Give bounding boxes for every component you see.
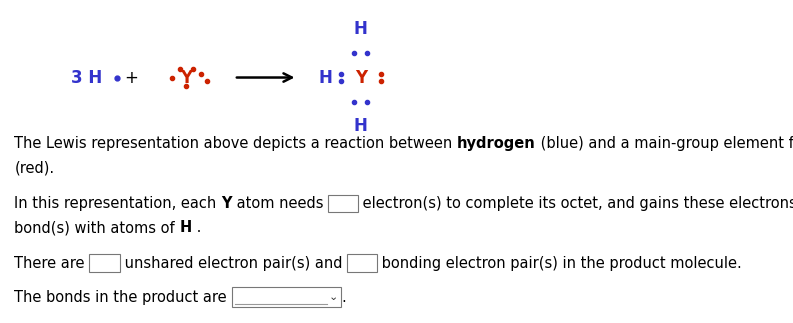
Text: +: + xyxy=(124,68,138,87)
Text: Y: Y xyxy=(354,68,367,87)
Text: H: H xyxy=(354,117,368,135)
Text: In this representation, each: In this representation, each xyxy=(14,196,221,211)
Text: electron(s) to complete its octet, and gains these electrons by forming: electron(s) to complete its octet, and g… xyxy=(358,196,793,211)
Text: .: . xyxy=(192,220,201,235)
Text: H: H xyxy=(354,20,368,38)
Text: The Lewis representation above depicts a reaction between: The Lewis representation above depicts a… xyxy=(14,136,457,151)
Text: atom needs: atom needs xyxy=(232,196,328,211)
FancyBboxPatch shape xyxy=(347,255,377,272)
Text: H: H xyxy=(318,68,332,87)
Text: Y: Y xyxy=(221,196,232,211)
Text: (red).: (red). xyxy=(14,161,55,175)
Text: bonding electron pair(s) in the product molecule.: bonding electron pair(s) in the product … xyxy=(377,256,741,271)
FancyBboxPatch shape xyxy=(232,287,341,307)
Text: .: . xyxy=(341,290,346,305)
Text: unshared electron pair(s) and: unshared electron pair(s) and xyxy=(120,256,347,271)
FancyBboxPatch shape xyxy=(328,194,358,213)
FancyBboxPatch shape xyxy=(90,255,120,272)
Text: Y: Y xyxy=(180,68,193,87)
Text: ⌄: ⌄ xyxy=(328,292,338,302)
Text: bond(s) with atoms of: bond(s) with atoms of xyxy=(14,220,179,235)
Text: H: H xyxy=(179,220,192,235)
Text: The bonds in the product are: The bonds in the product are xyxy=(14,290,232,305)
Text: (blue) and a main-group element from group: (blue) and a main-group element from gro… xyxy=(536,136,793,151)
Text: hydrogen: hydrogen xyxy=(457,136,536,151)
Text: 3 H: 3 H xyxy=(71,68,102,87)
Text: There are: There are xyxy=(14,256,90,271)
